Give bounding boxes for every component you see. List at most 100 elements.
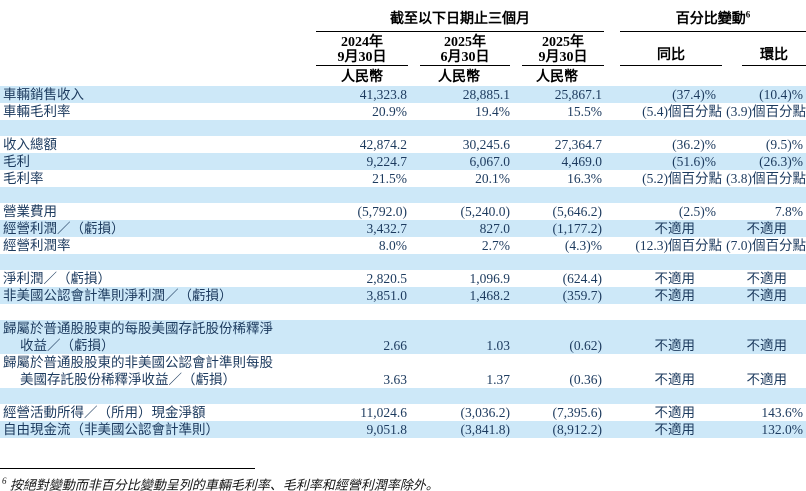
cell-qoq: 132.0% xyxy=(761,422,804,437)
cell-2025-06-30: (3,841.8) xyxy=(460,422,511,437)
currency-label: 人民幣 xyxy=(536,70,579,85)
cell-qoq: (3.9)個百分點 xyxy=(726,104,806,119)
cell-2024-09-30: 9,224.7 xyxy=(366,154,408,169)
cell-qoq: 不適用 xyxy=(746,338,788,353)
row-label: 非美國公認會計準則淨利潤／（虧損） xyxy=(3,288,233,303)
cell-2025-06-30: 1,468.2 xyxy=(469,288,511,303)
cell-2025-09-30: 15.5% xyxy=(567,104,603,119)
row-label: 車輛銷售收入 xyxy=(3,87,84,102)
cell-2024-09-30: 2,820.5 xyxy=(366,271,408,286)
cell-yoy: 不適用 xyxy=(654,422,696,437)
row-label: 毛利率 xyxy=(3,171,44,186)
table-row: 自由現金流（非美國公認會計準則） 9,051.8 (3,841.8) (8,912.2… xyxy=(0,421,806,438)
column-header-2025-06-30: 2025年 6月30日 xyxy=(420,32,510,66)
cell-yoy: 不適用 xyxy=(654,405,696,420)
table-row: 毛利率 21.5% 20.1% 16.3% (5.2)個百分點 (3.8)個百分點 xyxy=(0,170,806,187)
cell-yoy: 不適用 xyxy=(654,221,696,236)
cell-yoy: 不適用 xyxy=(654,288,696,303)
spacer-row xyxy=(0,254,806,270)
cell-2024-09-30: 3,432.7 xyxy=(366,221,408,236)
cell-2024-09-30: 21.5% xyxy=(372,171,407,186)
cell-yoy: (36.2)% xyxy=(672,137,717,152)
cell-2024-09-30: 20.9% xyxy=(372,104,407,119)
cell-2025-09-30: (8,912.2) xyxy=(552,422,603,437)
cell-qoq: 不適用 xyxy=(746,271,788,286)
cell-2025-06-30: 827.0 xyxy=(479,221,510,236)
cell-2025-09-30: (624.4) xyxy=(562,271,603,286)
currency-label: 人民幣 xyxy=(341,70,383,85)
cell-2025-06-30: 30,245.6 xyxy=(462,137,510,152)
row-label: 車輛毛利率 xyxy=(3,104,71,119)
table-body: 車輛銷售收入 41,323.8 28,885.1 25,867.1 (37.4)% (10… xyxy=(0,86,806,438)
cell-2025-06-30: 6,067.0 xyxy=(469,154,511,169)
table-row: 淨利潤／（虧損） 2,820.5 1,096.9 (624.4) 不適用 不適用 xyxy=(0,270,806,287)
table-row: 經營利潤／（虧損） 3,432.7 827.0 (1,177.2) 不適用 不適用 xyxy=(0,220,806,237)
cell-2025-09-30: (359.7) xyxy=(562,288,603,303)
column-header-2025-09-30: 2025年 9月30日 xyxy=(522,32,605,66)
spacer-row xyxy=(0,304,806,320)
cell-2024-09-30: 3.63 xyxy=(383,372,407,387)
spacer-row xyxy=(0,120,806,136)
column-header-yoy: 同比 xyxy=(620,32,723,66)
cell-yoy: 不適用 xyxy=(654,372,696,387)
spacer-row xyxy=(0,187,806,203)
table-row: 營業費用 (5,792.0) (5,240.0) (5,646.2) (2.5)% 7.8… xyxy=(0,203,806,220)
row-label: 經營利潤率 xyxy=(3,238,71,253)
table-row: 經營利潤率 8.0% 2.7% (4.3)% (12.3)個百分點 (7.0)個百分點 xyxy=(0,237,806,254)
period-span-header: 截至以下日期止三個月 xyxy=(316,8,605,32)
row-label: 自由現金流（非美國公認會計準則） xyxy=(3,422,219,437)
cell-yoy: (5.2)個百分點 xyxy=(642,171,723,186)
cell-qoq: (9.5)% xyxy=(765,137,804,152)
cell-yoy: 不適用 xyxy=(654,271,696,286)
table-row: 非美國公認會計準則淨利潤／（虧損） 3,851.0 1,468.2 (359.7) 不適… xyxy=(0,287,806,304)
cell-2024-09-30: 3,851.0 xyxy=(366,288,408,303)
cell-yoy: (2.5)% xyxy=(678,204,717,219)
spacer-cell xyxy=(0,187,806,203)
footnote-divider xyxy=(0,468,255,469)
cell-qoq: (3.8)個百分點 xyxy=(726,171,806,186)
cell-yoy: (12.3)個百分點 xyxy=(635,238,723,253)
table-row: 車輛銷售收入 41,323.8 28,885.1 25,867.1 (37.4)% (10… xyxy=(0,86,806,103)
row-label: 收入總額 xyxy=(3,137,57,152)
row-label: 營業費用 xyxy=(3,204,57,219)
currency-label: 人民幣 xyxy=(438,70,480,85)
financial-results-table: 截至以下日期止三個月 百分比變動6 2024年 9月30日 2025年 xyxy=(0,0,806,438)
spacer-cell xyxy=(0,388,806,404)
table-header: 截至以下日期止三個月 百分比變動6 2024年 9月30日 2025年 xyxy=(0,0,806,86)
row-label: 歸屬於普通股股東的每股美國存託股份稀釋淨 收益／（虧損） xyxy=(3,321,273,353)
cell-qoq: (10.4)% xyxy=(759,87,804,102)
row-label: 經營活動所得／（所用）現金淨額 xyxy=(3,405,206,420)
cell-yoy: 不適用 xyxy=(654,338,696,353)
cell-qoq: 不適用 xyxy=(746,372,788,387)
cell-2025-09-30: 16.3% xyxy=(567,171,603,186)
footnote-number: 6 xyxy=(2,476,7,486)
cell-2025-09-30: (0.62) xyxy=(569,338,603,353)
table-row: 歸屬於普通股股東的每股美國存託股份稀釋淨 收益／（虧損） 2.66 1.03 (0.6… xyxy=(0,320,806,354)
cell-2025-06-30: 2.7% xyxy=(481,238,510,253)
label-column-header xyxy=(0,0,316,32)
table-row: 毛利 9,224.7 6,067.0 4,469.0 (51.6)% (26.3)% xyxy=(0,153,806,170)
row-label: 淨利潤／（虧損） xyxy=(3,271,111,286)
column-header-qoq: 環比 xyxy=(742,32,806,66)
table-row: 經營活動所得／（所用）現金淨額 11,024.6 (3,036.2) (7,395.6… xyxy=(0,404,806,421)
cell-yoy: (51.6)% xyxy=(672,154,717,169)
cell-qoq: (7.0)個百分點 xyxy=(726,238,806,253)
spacer-row xyxy=(0,388,806,404)
header-currency-row: 人民幣 人民幣 人民幣 xyxy=(0,66,806,86)
cell-2025-06-30: (5,240.0) xyxy=(460,204,511,219)
cell-2024-09-30: 11,024.6 xyxy=(360,405,407,420)
cell-qoq: 143.6% xyxy=(761,405,804,420)
cell-yoy: (5.4)個百分點 xyxy=(642,104,723,119)
row-label: 經營利潤／（虧損） xyxy=(3,221,125,236)
cell-2025-09-30: 27,364.7 xyxy=(554,137,603,152)
cell-2025-06-30: 1,096.9 xyxy=(469,271,511,286)
cell-2024-09-30: 2.66 xyxy=(383,338,407,353)
cell-2025-06-30: 19.4% xyxy=(475,104,510,119)
cell-2024-09-30: (5,792.0) xyxy=(357,204,408,219)
row-label: 歸屬於普通股股東的非美國公認會計準則每股 美國存託股份稀釋淨收益／（虧損） xyxy=(3,355,273,387)
spacer-cell xyxy=(0,254,806,270)
cell-2024-09-30: 41,323.8 xyxy=(359,87,407,102)
cell-2025-06-30: 20.1% xyxy=(475,171,510,186)
cell-2025-06-30: 1.37 xyxy=(486,372,510,387)
